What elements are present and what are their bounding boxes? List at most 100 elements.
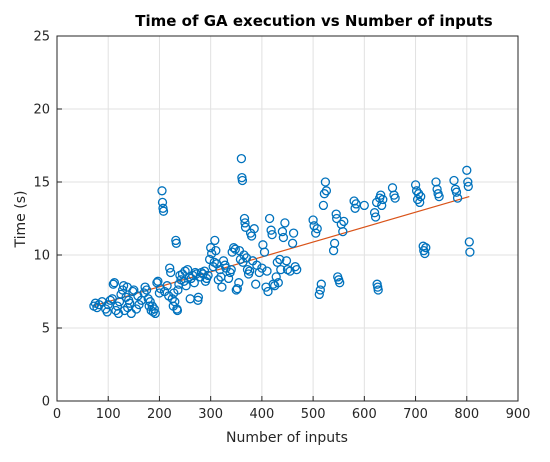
data-point xyxy=(162,281,172,291)
data-point xyxy=(412,194,423,205)
data-point xyxy=(318,200,329,211)
data-points xyxy=(89,153,475,319)
axes-box xyxy=(56,35,519,402)
data-point xyxy=(226,264,236,275)
data-point xyxy=(390,193,400,203)
data-point xyxy=(370,212,381,222)
data-point xyxy=(339,216,349,227)
data-point xyxy=(239,250,249,260)
data-point xyxy=(315,285,325,295)
data-point xyxy=(210,235,220,246)
data-point xyxy=(271,272,281,282)
y-tick-label: 15 xyxy=(33,176,50,191)
data-point xyxy=(108,279,118,289)
data-point xyxy=(237,175,248,186)
data-point xyxy=(464,237,474,247)
data-point xyxy=(415,197,425,208)
x-tick-label: 800 xyxy=(454,407,479,422)
data-point xyxy=(150,308,160,319)
data-point xyxy=(158,206,169,216)
data-point xyxy=(189,278,199,288)
data-point xyxy=(223,273,234,284)
data-point xyxy=(378,194,388,205)
trend-line xyxy=(92,196,470,307)
data-point xyxy=(463,181,473,192)
data-point xyxy=(451,187,462,197)
data-point xyxy=(193,292,204,302)
data-point xyxy=(109,278,120,288)
data-point xyxy=(278,232,289,243)
data-point xyxy=(262,266,272,276)
y-tick-label: 0 xyxy=(42,395,50,410)
data-point xyxy=(452,193,463,203)
chart-title: Time of GA execution vs Number of inputs xyxy=(135,12,492,30)
data-point xyxy=(157,197,168,208)
x-tick-label: 700 xyxy=(403,407,428,422)
data-point xyxy=(257,263,267,273)
data-point xyxy=(251,279,261,289)
data-point xyxy=(217,282,227,292)
data-point xyxy=(105,295,115,305)
data-point xyxy=(166,267,176,278)
data-point xyxy=(259,247,270,257)
data-point xyxy=(181,281,191,291)
data-point xyxy=(240,222,251,232)
data-point xyxy=(359,200,369,211)
data-point xyxy=(264,213,275,224)
data-point xyxy=(350,203,360,213)
data-point xyxy=(239,213,250,224)
y-tick-label: 10 xyxy=(33,249,50,264)
x-tick-label: 500 xyxy=(301,407,326,422)
data-point xyxy=(116,289,126,300)
data-point xyxy=(117,285,128,295)
y-tick-label: 5 xyxy=(42,322,50,337)
data-point xyxy=(125,298,135,308)
data-point xyxy=(276,264,286,275)
data-point xyxy=(321,186,332,196)
data-point xyxy=(449,175,459,186)
data-point xyxy=(154,288,165,298)
data-point xyxy=(377,200,387,211)
data-point xyxy=(266,225,276,235)
data-point xyxy=(376,190,386,200)
data-point xyxy=(249,224,259,234)
data-point xyxy=(263,286,273,297)
data-point xyxy=(111,305,121,316)
data-point xyxy=(165,263,175,273)
data-point xyxy=(275,254,285,265)
data-point xyxy=(319,189,330,199)
data-point xyxy=(308,215,318,225)
data-point xyxy=(280,218,290,228)
data-point xyxy=(230,244,240,254)
data-point xyxy=(416,191,426,202)
y-axis-label: Time (s) xyxy=(13,191,29,249)
data-point xyxy=(229,243,239,253)
data-point xyxy=(273,278,283,288)
data-point xyxy=(320,177,331,187)
data-point xyxy=(206,243,216,253)
y-tick-label: 25 xyxy=(33,30,50,45)
data-point xyxy=(314,289,324,300)
data-point xyxy=(204,254,215,265)
data-point xyxy=(232,283,242,294)
trend-line-layer xyxy=(92,196,470,307)
data-point xyxy=(171,238,181,248)
data-point xyxy=(94,299,104,310)
data-point xyxy=(462,165,472,175)
data-point xyxy=(410,180,421,190)
x-tick-label: 300 xyxy=(198,407,223,422)
data-point xyxy=(420,248,430,259)
data-point xyxy=(242,264,253,275)
data-point xyxy=(244,266,255,276)
y-tick-label: 20 xyxy=(33,103,50,118)
data-point xyxy=(272,257,282,267)
data-point xyxy=(331,209,341,219)
data-point xyxy=(287,238,298,248)
data-point xyxy=(338,226,348,237)
x-tick-label: 200 xyxy=(147,407,172,422)
data-point xyxy=(236,153,247,164)
data-point xyxy=(145,297,155,307)
data-point xyxy=(281,256,292,266)
data-point xyxy=(172,305,183,316)
